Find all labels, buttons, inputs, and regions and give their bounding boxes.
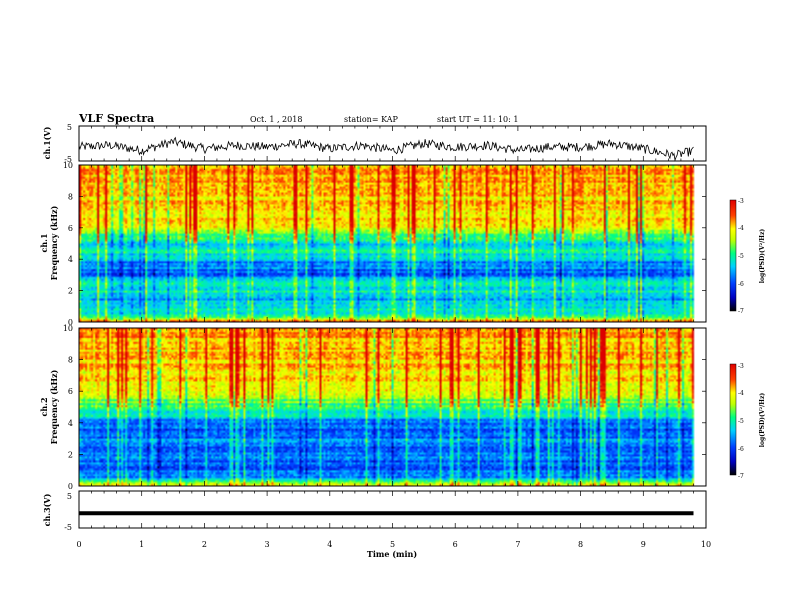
ch1-cbtick-6: -6 bbox=[738, 281, 744, 288]
ch1-waveform-xticks bbox=[78, 126, 707, 161]
time-axis-tick-label: 9 bbox=[641, 540, 646, 549]
ch3-ytick-top: 5 bbox=[67, 492, 72, 501]
ch2-cbtick-5: -5 bbox=[738, 418, 744, 425]
time-axis-tick-label: 7 bbox=[515, 540, 520, 549]
time-axis-ticklabels: 0 1 2 3 4 5 6 7 8 9 10 bbox=[76, 540, 711, 549]
ch1-cbtick-4: -4 bbox=[738, 225, 744, 232]
ch1-spectrogram-ytick-label: 6 bbox=[68, 224, 73, 233]
ch2-spectrogram-ylabel-channel: ch.2 bbox=[39, 397, 49, 416]
ch2-spectrogram-ytick-label: 0 bbox=[68, 482, 73, 491]
time-axis-tick-label: 3 bbox=[265, 540, 270, 549]
ch1-cbtick-5: -5 bbox=[738, 253, 744, 260]
ch1-ytick-bottom: -5 bbox=[64, 155, 72, 164]
ch1-spectrogram-ytick-label: 8 bbox=[68, 192, 73, 201]
ch2-cbtick-7: -7 bbox=[738, 473, 744, 480]
ch1-cbtick-7: -7 bbox=[738, 308, 744, 315]
header-date: Oct. 1 , 2018 bbox=[250, 115, 302, 124]
ch1-waveform-trace bbox=[78, 136, 694, 162]
ch2-cbtick-3: -3 bbox=[738, 363, 744, 370]
header-station: station= KAP bbox=[344, 115, 399, 124]
ch1-waveform-ylabel: ch.1(V) bbox=[42, 126, 52, 159]
time-axis-tick-label: 0 bbox=[76, 540, 81, 549]
ch2-spectrogram-image bbox=[79, 328, 706, 486]
ch3-ytick-bottom: -5 bbox=[64, 523, 72, 532]
header-start-time: start UT = 11: 10: 1 bbox=[437, 115, 518, 124]
ch1-spectrogram-image bbox=[79, 165, 706, 322]
time-axis-tick-label: 4 bbox=[327, 540, 332, 549]
ch1-spectrogram-ytick-label: 4 bbox=[68, 255, 73, 264]
ch2-spectrogram-ytick-label: 10 bbox=[63, 324, 73, 333]
ch1-spectrogram-ytick-label: 0 bbox=[68, 318, 73, 327]
ch2-colorbar-scale bbox=[729, 363, 737, 476]
ch1-spectrogram-ylabel-channel: ch.1 bbox=[39, 233, 49, 252]
ch2-cbtick-4: -4 bbox=[738, 390, 744, 397]
ch3-waveform-xticks bbox=[78, 491, 707, 528]
ch2-spectrogram-yticks: 0 2 4 6 8 10 bbox=[63, 324, 706, 491]
time-axis-tick-label: 10 bbox=[701, 540, 711, 549]
ch1-colorbar-label: log(PSD)(V²/Hz) bbox=[759, 229, 766, 284]
ch2-spectrogram-ytick-label: 4 bbox=[68, 419, 73, 428]
ch1-spectrogram-ytick-label: 10 bbox=[63, 161, 73, 170]
ch1-ytick-top: 5 bbox=[67, 123, 72, 132]
ch2-spectrogram-ytick-label: 6 bbox=[68, 387, 73, 396]
ch2-spectrogram-ytick-label: 8 bbox=[68, 356, 73, 365]
ch2-colorbar-label: log(PSD)(V²/Hz) bbox=[759, 393, 766, 448]
ch2-cbtick-6: -6 bbox=[738, 446, 744, 453]
time-axis-tick-label: 8 bbox=[578, 540, 583, 549]
time-axis-tick-label: 6 bbox=[453, 540, 458, 549]
time-axis-tick-label: 1 bbox=[139, 540, 144, 549]
time-axis-label: Time (min) bbox=[367, 549, 417, 559]
time-axis-tick-label: 2 bbox=[202, 540, 207, 549]
ch3-waveform-panel: 5 -5 ch.3(V) bbox=[42, 490, 707, 532]
ch1-spectrogram-ylabel-frequency: Frequency (kHz) bbox=[49, 205, 59, 280]
ch1-colorbar-scale bbox=[729, 199, 737, 312]
ch3-waveform-frame bbox=[78, 490, 707, 529]
ch1-spectrogram-ytick-label: 2 bbox=[68, 287, 73, 296]
ch1-waveform-panel: 5 -5 ch.1(V) bbox=[42, 123, 707, 164]
ch2-spectrogram-raster bbox=[79, 328, 706, 486]
ch2-spectrogram-ytick-label: 2 bbox=[68, 450, 73, 459]
ch2-colorbar: -3 -4 -5 -6 -7 log(PSD)(V²/Hz) bbox=[729, 363, 766, 480]
ch1-cbtick-3: -3 bbox=[738, 198, 744, 205]
time-axis-tick-label: 5 bbox=[390, 540, 395, 549]
ch1-spectrogram-panel: 0 2 4 6 8 10 ch.1 Frequency (kHz) -3 -4 -5 -6… bbox=[39, 161, 766, 327]
ch2-spectrogram-xticks bbox=[78, 328, 707, 486]
ch2-spectrogram-ylabel-frequency: Frequency (kHz) bbox=[49, 369, 59, 444]
ch1-spectrogram-raster bbox=[79, 165, 706, 322]
figure-title: VLF Spectra bbox=[78, 112, 154, 125]
ch1-spectrogram-xticks bbox=[78, 165, 707, 322]
ch3-waveform-ylabel: ch.3(V) bbox=[42, 493, 52, 526]
ch2-spectrogram-panel: 0 2 4 6 8 10 ch.2 Frequency (kHz) -3 -4 -5 -6… bbox=[39, 324, 766, 491]
ch1-colorbar: -3 -4 -5 -6 -7 log(PSD)(V²/Hz) bbox=[729, 198, 766, 315]
ch1-spectrogram-yticks: 0 2 4 6 8 10 bbox=[63, 161, 706, 327]
